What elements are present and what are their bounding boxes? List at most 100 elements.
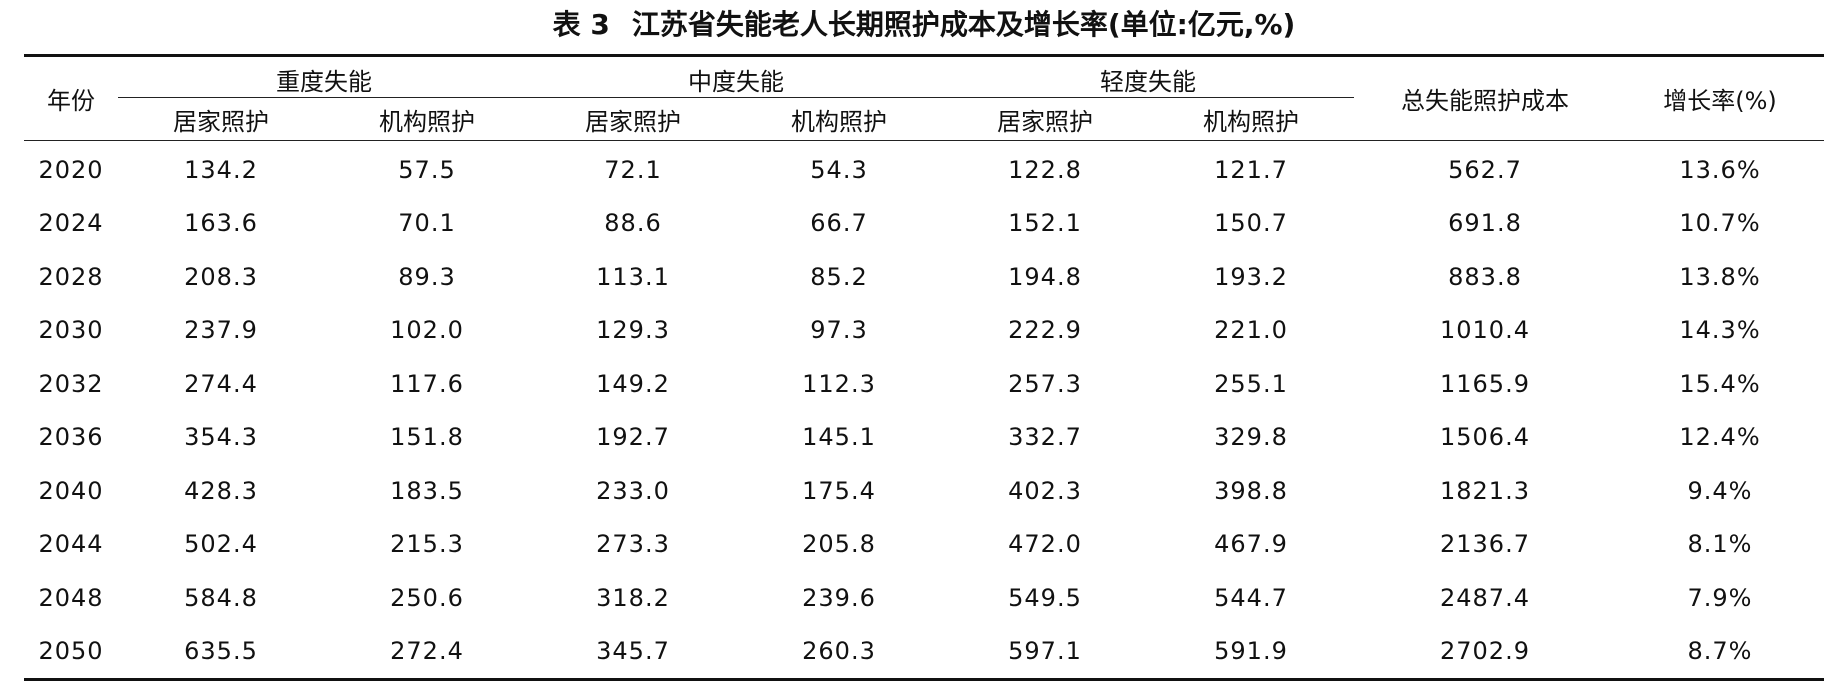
- cell-value: 257.3: [942, 357, 1148, 411]
- table-number: 表 3: [553, 8, 610, 41]
- cell-rate: 8.7%: [1616, 625, 1824, 680]
- cell-value: 102.0: [324, 304, 530, 358]
- cell-value: 145.1: [736, 411, 942, 465]
- table-row: 2044 502.4 215.3 273.3 205.8 472.0 467.9 2136.7…: [24, 518, 1824, 572]
- cell-value: 150.7: [1148, 197, 1354, 251]
- cell-value: 149.2: [530, 357, 736, 411]
- cell-year: 2044: [24, 518, 118, 572]
- cell-year: 2028: [24, 250, 118, 304]
- cell-year: 2040: [24, 464, 118, 518]
- header-severe-home: 居家照护: [118, 98, 324, 141]
- cell-value: 239.6: [736, 571, 942, 625]
- cell-value: 398.8: [1148, 464, 1354, 518]
- cell-total: 691.8: [1354, 197, 1616, 251]
- cell-value: 72.1: [530, 141, 736, 197]
- cell-total: 1165.9: [1354, 357, 1616, 411]
- cell-year: 2036: [24, 411, 118, 465]
- header-mild-home: 居家照护: [942, 98, 1148, 141]
- cell-year: 2020: [24, 141, 118, 197]
- cell-year: 2024: [24, 197, 118, 251]
- cell-rate: 14.3%: [1616, 304, 1824, 358]
- cell-value: 205.8: [736, 518, 942, 572]
- cell-year: 2032: [24, 357, 118, 411]
- cell-value: 250.6: [324, 571, 530, 625]
- cell-value: 121.7: [1148, 141, 1354, 197]
- cell-value: 354.3: [118, 411, 324, 465]
- cell-value: 122.8: [942, 141, 1148, 197]
- cell-value: 332.7: [942, 411, 1148, 465]
- cell-total: 2702.9: [1354, 625, 1616, 680]
- cell-value: 175.4: [736, 464, 942, 518]
- cell-rate: 10.7%: [1616, 197, 1824, 251]
- header-group-mild: 轻度失能: [942, 56, 1354, 98]
- cell-value: 502.4: [118, 518, 324, 572]
- cell-value: 152.1: [942, 197, 1148, 251]
- cell-value: 222.9: [942, 304, 1148, 358]
- header-mild-institution: 机构照护: [1148, 98, 1354, 141]
- cell-value: 273.3: [530, 518, 736, 572]
- cell-value: 70.1: [324, 197, 530, 251]
- cell-year: 2050: [24, 625, 118, 680]
- cell-value: 215.3: [324, 518, 530, 572]
- header-moderate-home: 居家照护: [530, 98, 736, 141]
- cell-value: 134.2: [118, 141, 324, 197]
- cell-value: 54.3: [736, 141, 942, 197]
- cell-value: 129.3: [530, 304, 736, 358]
- cell-value: 151.8: [324, 411, 530, 465]
- cell-total: 562.7: [1354, 141, 1616, 197]
- cell-total: 1821.3: [1354, 464, 1616, 518]
- table-body: 2020 134.2 57.5 72.1 54.3 122.8 121.7 562.7 13.6…: [24, 141, 1824, 680]
- cell-value: 89.3: [324, 250, 530, 304]
- cell-value: 428.3: [118, 464, 324, 518]
- cell-value: 544.7: [1148, 571, 1354, 625]
- table-row: 2030 237.9 102.0 129.3 97.3 222.9 221.0 1010.4 1…: [24, 304, 1824, 358]
- cell-value: 260.3: [736, 625, 942, 680]
- cell-value: 194.8: [942, 250, 1148, 304]
- cell-value: 402.3: [942, 464, 1148, 518]
- table-row: 2024 163.6 70.1 88.6 66.7 152.1 150.7 691.8 10.7…: [24, 197, 1824, 251]
- cell-value: 635.5: [118, 625, 324, 680]
- cell-rate: 12.4%: [1616, 411, 1824, 465]
- cell-value: 472.0: [942, 518, 1148, 572]
- cell-value: 549.5: [942, 571, 1148, 625]
- cell-value: 237.9: [118, 304, 324, 358]
- table-row: 2032 274.4 117.6 149.2 112.3 257.3 255.1 1165.9…: [24, 357, 1824, 411]
- cell-value: 221.0: [1148, 304, 1354, 358]
- cell-total: 2136.7: [1354, 518, 1616, 572]
- table-row: 2040 428.3 183.5 233.0 175.4 402.3 398.8 1821.3…: [24, 464, 1824, 518]
- cell-value: 597.1: [942, 625, 1148, 680]
- cell-value: 272.4: [324, 625, 530, 680]
- cell-rate: 15.4%: [1616, 357, 1824, 411]
- cell-rate: 13.8%: [1616, 250, 1824, 304]
- table-title: 江苏省失能老人长期照护成本及增长率(单位:亿元,%): [632, 8, 1296, 41]
- cell-total: 2487.4: [1354, 571, 1616, 625]
- table-row: 2020 134.2 57.5 72.1 54.3 122.8 121.7 562.7 13.6…: [24, 141, 1824, 197]
- cell-value: 208.3: [118, 250, 324, 304]
- cell-value: 329.8: [1148, 411, 1354, 465]
- cell-value: 193.2: [1148, 250, 1354, 304]
- cell-value: 97.3: [736, 304, 942, 358]
- cell-value: 85.2: [736, 250, 942, 304]
- cell-rate: 9.4%: [1616, 464, 1824, 518]
- cell-rate: 8.1%: [1616, 518, 1824, 572]
- header-year: 年份: [24, 56, 118, 141]
- cell-value: 318.2: [530, 571, 736, 625]
- table-row: 2048 584.8 250.6 318.2 239.6 549.5 544.7 2487.4…: [24, 571, 1824, 625]
- cell-total: 1010.4: [1354, 304, 1616, 358]
- cell-value: 183.5: [324, 464, 530, 518]
- header-group-severe: 重度失能: [118, 56, 530, 98]
- cell-value: 163.6: [118, 197, 324, 251]
- header-total: 总失能照护成本: [1354, 56, 1616, 141]
- header-severe-institution: 机构照护: [324, 98, 530, 141]
- cell-value: 345.7: [530, 625, 736, 680]
- cell-rate: 13.6%: [1616, 141, 1824, 197]
- cell-value: 113.1: [530, 250, 736, 304]
- cell-value: 255.1: [1148, 357, 1354, 411]
- cell-value: 66.7: [736, 197, 942, 251]
- cell-value: 467.9: [1148, 518, 1354, 572]
- cell-total: 1506.4: [1354, 411, 1616, 465]
- table-row: 2028 208.3 89.3 113.1 85.2 194.8 193.2 883.8 13.…: [24, 250, 1824, 304]
- header-row-groups: 年份 重度失能 中度失能 轻度失能 总失能照护成本 增长率(%): [24, 56, 1824, 98]
- cell-year: 2048: [24, 571, 118, 625]
- cell-value: 584.8: [118, 571, 324, 625]
